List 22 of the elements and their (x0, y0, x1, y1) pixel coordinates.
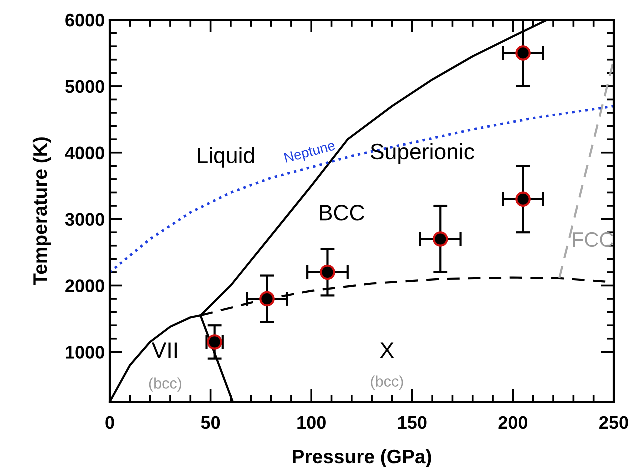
x-tick-label: 200 (498, 416, 528, 430)
y-tick-label: 4000 (65, 146, 104, 160)
annotation: (bcc) (371, 376, 404, 390)
x-tick-label: 100 (298, 416, 326, 430)
y-axis-title: Temperature (K) (32, 138, 52, 286)
annotation: Liquid (198, 147, 254, 168)
annotation: (bcc) (149, 378, 182, 392)
y-tick-label: 3000 (65, 213, 104, 226)
y-tick-label: 6000 (66, 14, 104, 27)
x-tick-label: 0 (106, 416, 114, 430)
x-tick-label: 150 (398, 416, 427, 430)
annotation: Superionic (370, 143, 474, 164)
x-tick-label: 250 (600, 416, 628, 430)
y-tick-label: 2000 (66, 280, 104, 292)
annotation: X (380, 342, 394, 358)
text: Neptune (284, 140, 336, 166)
y-tick-label: 5000 (66, 80, 104, 94)
annotation: BCC (320, 205, 364, 221)
y-tick-label: 1000 (66, 346, 104, 359)
x-tick-label: 50 (201, 416, 220, 430)
annotation: VII (152, 342, 177, 358)
x-axis-title: Pressure (GPa) (293, 449, 432, 468)
